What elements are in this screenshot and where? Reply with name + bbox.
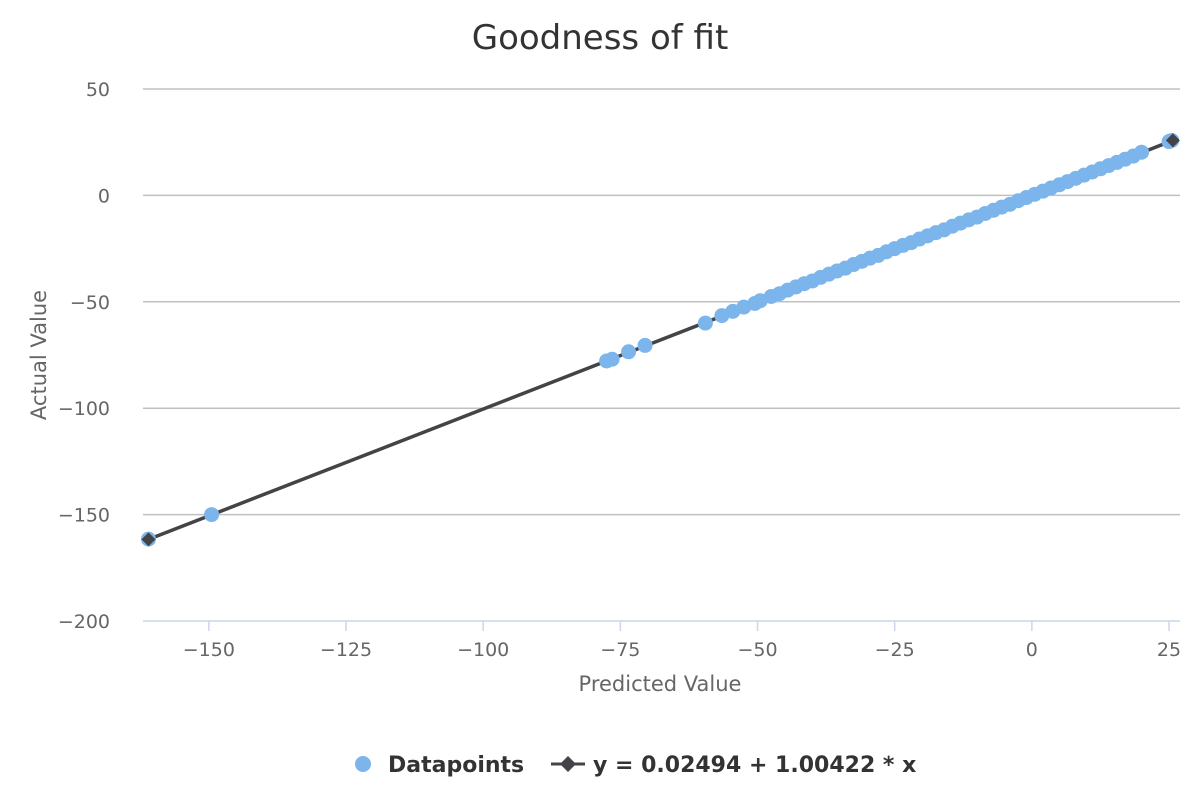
datapoint[interactable] [621, 344, 637, 360]
x-tick-label: 0 [1026, 639, 1038, 661]
chart-title: Goodness of fit [472, 18, 729, 58]
fit-line-markers [141, 133, 1180, 547]
y-tick-label: −150 [58, 505, 110, 527]
x-tick-label: −50 [737, 639, 777, 661]
y-tick-label: 0 [98, 185, 110, 207]
x-axis-title: Predicted Value [579, 672, 742, 696]
y-tick-label: 50 [86, 79, 110, 101]
legend-datapoints-label: Datapoints [388, 753, 524, 778]
x-tick-label: 25 [1157, 639, 1181, 661]
fit-line-marker[interactable] [141, 532, 156, 547]
x-tick-label: −25 [875, 639, 915, 661]
y-tick-label: −100 [58, 398, 110, 420]
x-tick-label: −75 [600, 639, 640, 661]
datapoint[interactable] [204, 507, 220, 523]
datapoint[interactable] [637, 337, 653, 353]
y-axis: −200 −150 −100 −50 0 50 [58, 79, 110, 633]
x-tick-label: −125 [320, 639, 372, 661]
datapoint[interactable] [697, 315, 713, 331]
legend-datapoints-marker [355, 756, 371, 772]
datapoint[interactable] [1134, 144, 1150, 160]
x-axis: −150 −125 −100 −75 −50 −25 0 25 [183, 621, 1181, 661]
legend-fit-line-label: y = 0.02494 + 1.00422 * x [593, 753, 916, 778]
y-axis-title: Actual Value [27, 290, 51, 420]
legend-item-datapoints[interactable]: Datapoints [355, 753, 524, 778]
datapoint[interactable] [604, 351, 620, 367]
legend: Datapoints y = 0.02494 + 1.00422 * x [355, 753, 916, 778]
legend-fit-line-marker [560, 756, 576, 772]
datapoints-series [140, 132, 1180, 547]
x-tick-label: −150 [183, 639, 235, 661]
y-tick-label: −200 [58, 611, 110, 633]
y-tick-label: −50 [70, 292, 110, 314]
x-tick-label: −100 [457, 639, 509, 661]
fit-line-marker[interactable] [1165, 133, 1180, 148]
legend-item-fit-line[interactable]: y = 0.02494 + 1.00422 * x [551, 753, 916, 778]
gridlines [143, 88, 1180, 622]
